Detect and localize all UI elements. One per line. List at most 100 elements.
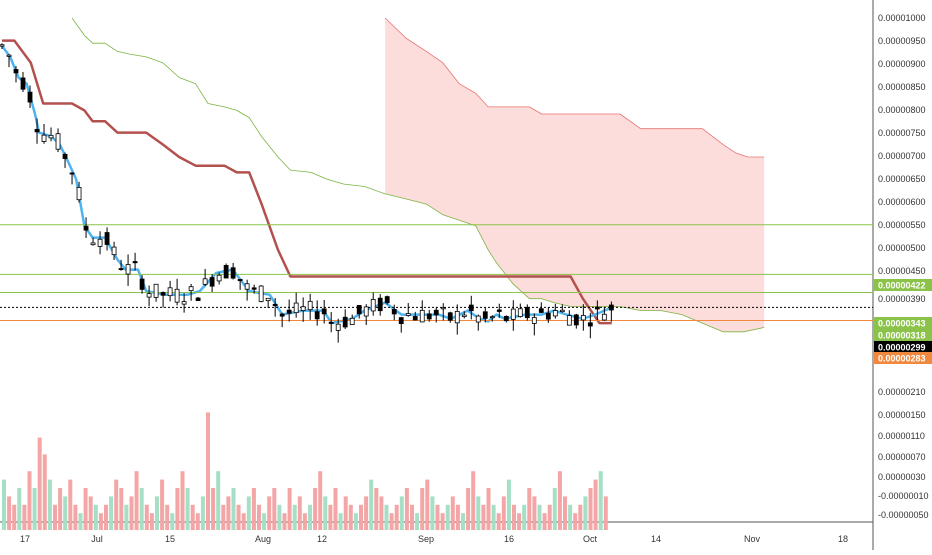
- price-tick-label: 0.00000700: [878, 151, 926, 161]
- volume-bar: [415, 513, 420, 530]
- candle: [90, 242, 96, 246]
- candle: [594, 306, 600, 310]
- candle: [342, 316, 348, 328]
- volume-bar: [348, 504, 353, 530]
- volume-bar: [93, 504, 98, 530]
- candle: [531, 317, 537, 324]
- candle: [377, 297, 383, 312]
- volume-bar: [297, 496, 302, 530]
- volume-bar: [399, 496, 404, 530]
- candle: [139, 278, 145, 290]
- volume-tick-label: 0.00000150: [878, 410, 926, 420]
- x-tick-label: 12: [317, 534, 327, 544]
- candle: [384, 296, 390, 304]
- candle: [412, 316, 418, 321]
- volume-bar: [221, 504, 226, 530]
- candle: [559, 309, 565, 313]
- volume-bar: [216, 471, 221, 530]
- volume-bar: [114, 479, 119, 530]
- candle: [216, 274, 222, 282]
- volume-bar: [257, 504, 261, 530]
- candle: [503, 315, 509, 322]
- price-tick-label: 0.00000850: [878, 82, 926, 92]
- volume-bar: [455, 504, 460, 530]
- volume-bar: [200, 496, 205, 530]
- candle: [587, 322, 593, 327]
- volume-bar: [527, 488, 532, 530]
- volume-bar: [486, 488, 491, 530]
- candle: [321, 308, 327, 315]
- volume-bar: [563, 496, 567, 530]
- volume-bar: [17, 488, 22, 530]
- volume-tick-label: 0.00000030: [878, 472, 926, 482]
- volume-bar: [568, 504, 573, 530]
- candle: [125, 264, 131, 275]
- candle: [202, 278, 208, 285]
- cloud-fill: [385, 18, 765, 332]
- volume-bar: [374, 488, 379, 530]
- volume-bar: [124, 504, 129, 530]
- level-label-text: 0.00000422: [878, 281, 926, 291]
- volume-bar: [583, 496, 588, 530]
- volume-bar: [537, 504, 542, 530]
- candle: [251, 287, 257, 290]
- volume-bar: [461, 513, 465, 530]
- price-tick-label: 0.00000750: [878, 128, 926, 138]
- candle: [496, 309, 502, 312]
- volume-bar: [109, 496, 114, 530]
- candle: [489, 316, 495, 319]
- volume-bar: [144, 504, 149, 530]
- volume-bar: [435, 504, 440, 530]
- candle: [13, 69, 19, 74]
- candle: [391, 309, 397, 315]
- candle: [419, 309, 425, 323]
- volume-bar: [149, 513, 154, 530]
- volume-bar: [389, 513, 394, 530]
- volume-bar: [73, 504, 78, 530]
- volume-bar: [384, 504, 389, 530]
- candle: [349, 317, 355, 326]
- candle: [461, 314, 467, 317]
- volume-bar: [129, 496, 134, 530]
- candle: [356, 305, 362, 315]
- x-tick-label: Sep: [418, 534, 434, 544]
- volume-bar: [323, 496, 328, 530]
- candle: [118, 268, 124, 270]
- volume-bar: [440, 513, 445, 530]
- level-label-text: 0.00000283: [878, 354, 926, 364]
- volume-bar: [98, 513, 103, 530]
- volume-bar: [37, 437, 42, 530]
- volume-bar: [573, 513, 578, 530]
- volume-bar: [532, 496, 537, 530]
- x-tick-label: Jul: [91, 534, 103, 544]
- volume-bar: [282, 513, 287, 530]
- volume-bar: [165, 504, 170, 530]
- price-tick-label: 0.00000550: [878, 220, 926, 230]
- volume-bar: [58, 488, 63, 530]
- candle: [174, 288, 180, 303]
- candle: [230, 267, 236, 279]
- volume-tick-label: -0.00000050: [878, 510, 929, 520]
- candle: [97, 238, 103, 247]
- volume-bar: [272, 488, 277, 530]
- volume-bar: [180, 471, 185, 530]
- volume-bar: [226, 496, 231, 530]
- candle: [272, 303, 278, 306]
- candle: [188, 286, 194, 292]
- candle: [20, 77, 26, 90]
- x-tick-label: 16: [504, 534, 514, 544]
- volume-bar: [593, 479, 598, 530]
- candle: [314, 311, 320, 320]
- lead-span-a-line: [71, 17, 765, 333]
- volume-bar: [506, 479, 511, 530]
- volume-bar: [160, 479, 165, 530]
- candle: [76, 186, 82, 201]
- volume-bar: [32, 488, 37, 530]
- candle: [580, 315, 586, 321]
- candle: [370, 299, 376, 312]
- volume-bar: [338, 513, 343, 530]
- candle: [83, 225, 89, 231]
- x-tick-label: 17: [20, 534, 30, 544]
- candle: [167, 287, 173, 297]
- candle: [237, 279, 243, 282]
